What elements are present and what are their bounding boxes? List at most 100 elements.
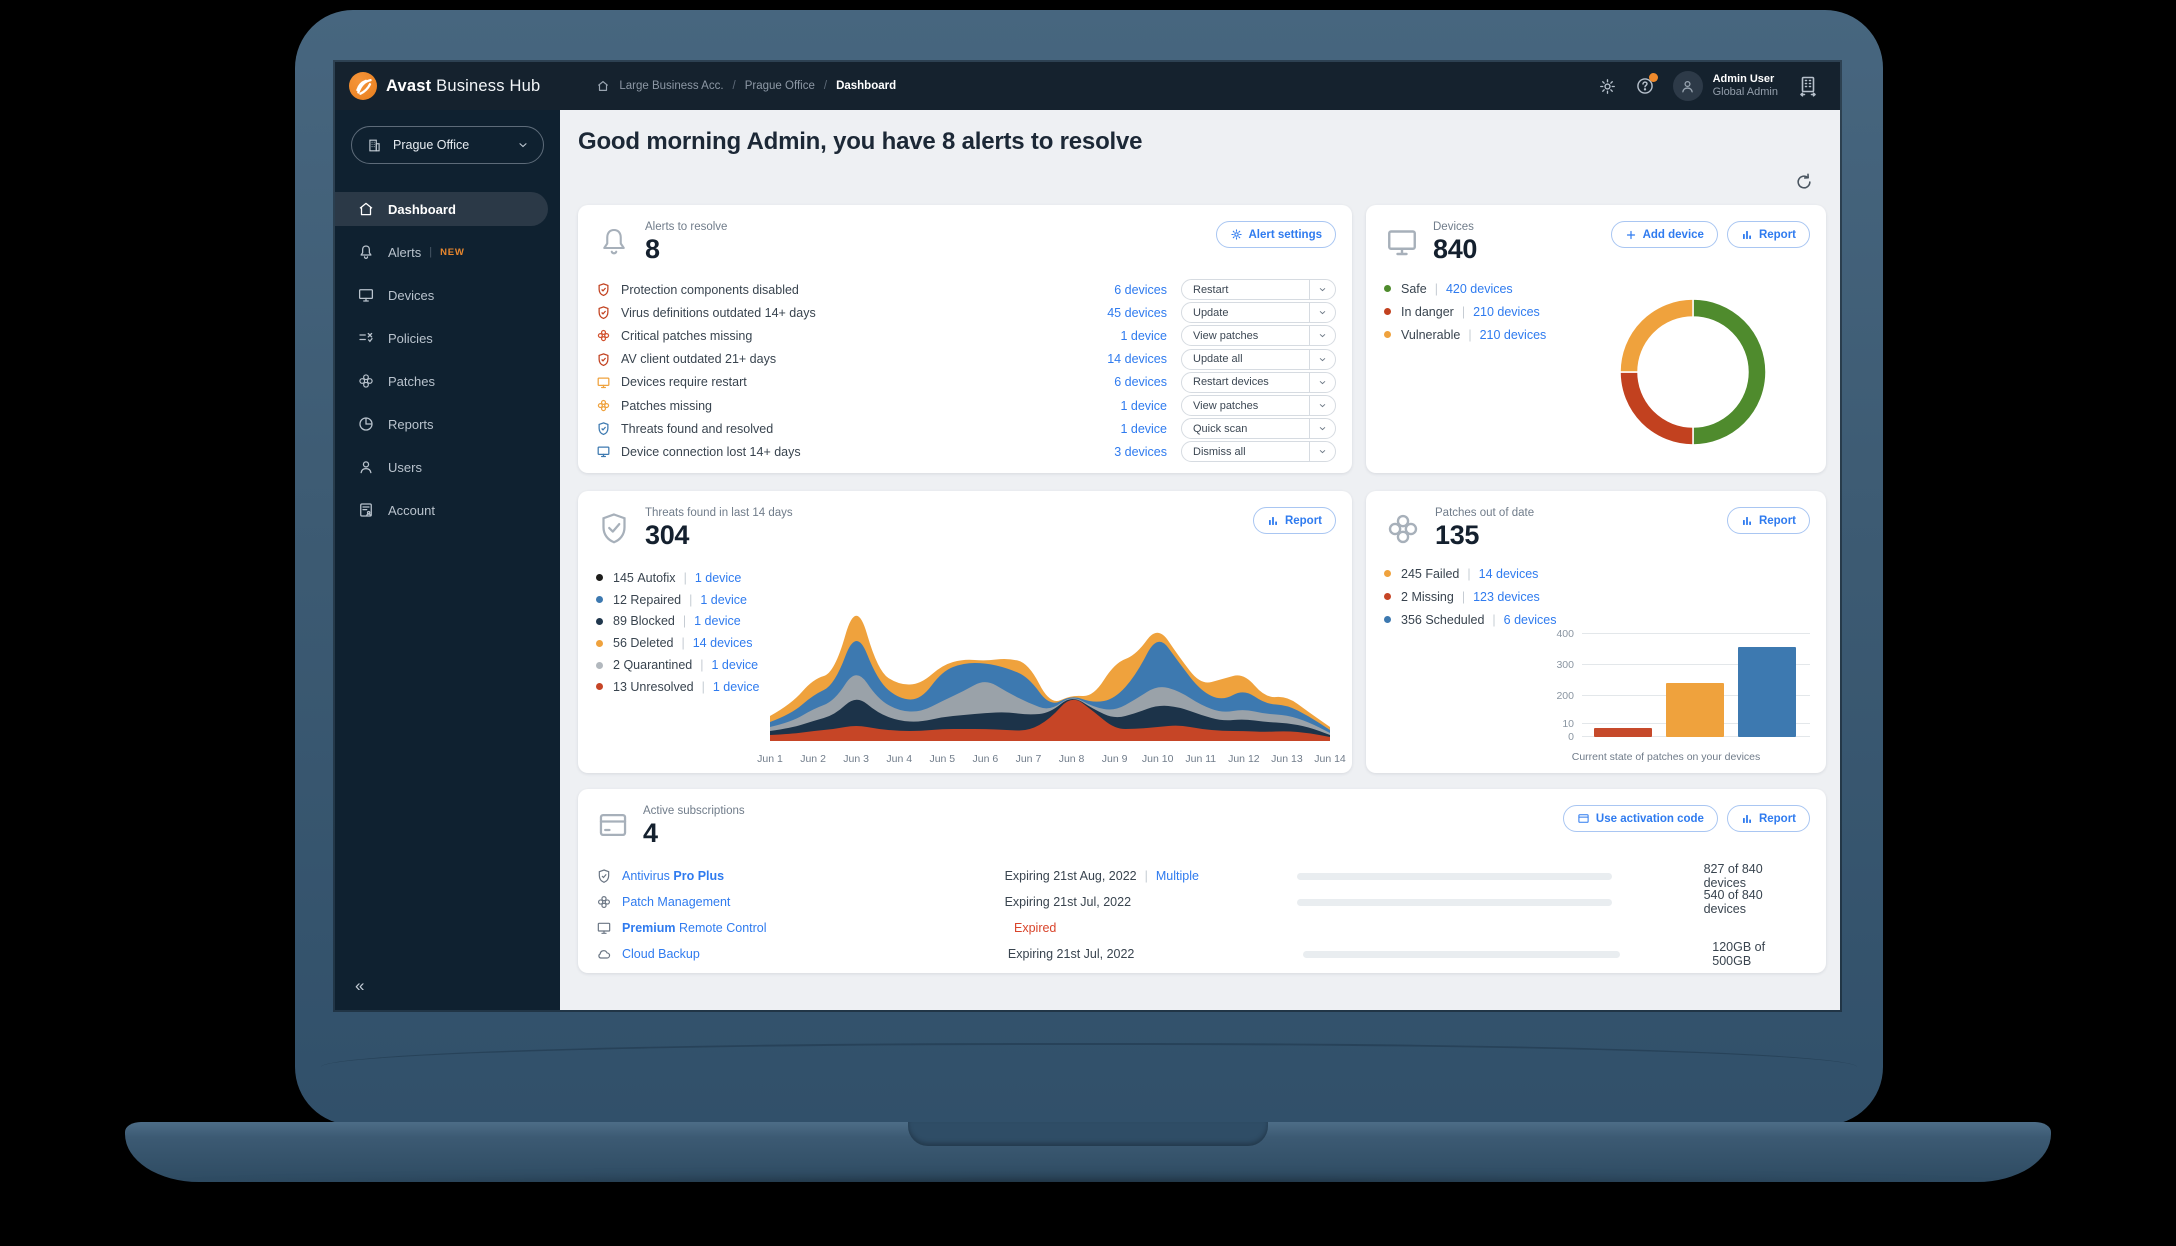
notification-dot: [1648, 73, 1658, 82]
patch-alert-icon: [596, 398, 611, 413]
add-device-button[interactable]: Add device: [1610, 221, 1718, 248]
sidebar-item-devices[interactable]: Devices: [335, 278, 548, 312]
sidebar-item-reports[interactable]: Reports: [335, 407, 548, 441]
patch-icon: [359, 374, 373, 388]
device-count-link[interactable]: 1 device: [1120, 421, 1167, 436]
sidebar-item-patches[interactable]: Patches: [335, 364, 548, 398]
device-count-link[interactable]: 123 devices: [1473, 589, 1540, 604]
monitor-alert-icon: [596, 444, 611, 459]
laptop-bezel: Avast Business Hub Large Business Acc. /…: [295, 10, 1883, 1125]
device-count-link[interactable]: 6 devices: [1114, 282, 1167, 297]
sidebar-item-alerts[interactable]: Alerts | NEW: [335, 235, 548, 269]
subscriptions-card: Active subscriptions 4 Use activation co…: [578, 789, 1826, 973]
device-count-link[interactable]: 1 device: [712, 679, 760, 694]
device-count-link[interactable]: 1 device: [694, 614, 741, 629]
use-activation-code-button[interactable]: Use activation code: [1562, 805, 1718, 832]
alert-settings-button[interactable]: Alert settings: [1215, 221, 1336, 248]
breadcrumb-separator: /: [823, 80, 828, 92]
axis-tick-label: 10: [1562, 718, 1574, 730]
action-dropdown[interactable]: Restart devices: [1181, 371, 1336, 393]
device-count-link[interactable]: 1 device: [1120, 328, 1167, 343]
legend-item: Vulnerable | 210 devices: [1384, 323, 1546, 346]
device-count-link[interactable]: 210 devices: [1479, 327, 1547, 342]
device-count-link[interactable]: 45 devices: [1107, 305, 1167, 320]
device-count-link[interactable]: 14 devices: [1478, 566, 1539, 581]
user-menu[interactable]: Admin User Global Admin: [1672, 71, 1778, 101]
report-button[interactable]: Report: [1252, 507, 1336, 534]
action-dropdown[interactable]: View patches: [1181, 325, 1336, 347]
sidebar-collapse-button[interactable]: «: [355, 976, 365, 995]
bell-icon: [360, 245, 372, 259]
device-count-link[interactable]: 14 devices: [692, 636, 753, 651]
breadcrumb-item[interactable]: Prague Office: [744, 80, 815, 92]
report-button[interactable]: Report: [1726, 221, 1810, 248]
device-count-link[interactable]: 210 devices: [1473, 304, 1540, 319]
subscription-name-link[interactable]: Antivirus Pro Plus: [622, 869, 725, 883]
action-dropdown[interactable]: Dismiss all: [1181, 441, 1336, 463]
card-label: Alerts to resolve: [645, 221, 728, 233]
legend-item: 145 Autofix | 1 device: [596, 567, 759, 589]
subscription-name-link[interactable]: Patch Management: [622, 895, 731, 909]
device-count-link[interactable]: 420 devices: [1445, 281, 1513, 296]
subscription-expired: Expired: [1014, 921, 1057, 935]
device-count-link[interactable]: 3 devices: [1114, 444, 1167, 459]
site-selector[interactable]: Prague Office: [351, 126, 544, 164]
action-dropdown[interactable]: Update all: [1181, 348, 1336, 370]
axis-tick-label: Jun 9: [1101, 753, 1128, 765]
device-count-link[interactable]: 6 devices: [1114, 375, 1167, 390]
breadcrumb-item[interactable]: Large Business Acc.: [619, 80, 724, 92]
subscription-list: Antivirus Pro Plus Expiring 21st Aug, 20…: [596, 862, 1806, 968]
device-count-link[interactable]: 1 device: [1120, 398, 1167, 413]
usage-progress-bar: [1297, 898, 1612, 906]
devices-legend: Safe | 420 devices In danger | 210 devices V…: [1384, 277, 1546, 346]
monitor-icon: [1384, 224, 1420, 265]
device-count-link[interactable]: 1 device: [711, 658, 759, 673]
topbar-actions: Admin User Global Admin: [1598, 71, 1820, 101]
device-count-link[interactable]: 14 devices: [1107, 352, 1167, 367]
subscription-card-icon: [596, 808, 630, 849]
alert-list: Protection components disabled 6 devices…: [596, 278, 1336, 464]
usage-count: 827 of 840 devices: [1703, 862, 1763, 890]
subscription-name-link[interactable]: Cloud Backup: [622, 947, 700, 961]
threats-x-axis: Jun 1 Jun 2 Jun 3 Jun 4 Jun 5 Jun 6 Jun …: [757, 753, 1346, 767]
axis-tick-label: Jun 2: [800, 753, 826, 765]
action-dropdown[interactable]: Quick scan: [1181, 418, 1336, 440]
subscription-name-link[interactable]: Premium Remote Control: [622, 921, 767, 935]
report-button[interactable]: Report: [1726, 805, 1810, 832]
home-icon[interactable]: [596, 79, 610, 93]
laptop-shadow: [90, 1174, 2086, 1208]
sidebar-item-policies[interactable]: Policies: [335, 321, 548, 355]
refresh-icon[interactable]: [1794, 172, 1814, 192]
switch-company-icon[interactable]: [1796, 74, 1820, 98]
settings-gear-icon[interactable]: [1598, 77, 1617, 96]
device-count-link[interactable]: 1 device: [694, 570, 742, 585]
patches-bar-chart: 400 300 200 10 0: [1556, 628, 1810, 743]
alert-row: AV client outdated 21+ days 14 devices U…: [596, 348, 1336, 371]
axis-tick-label: Jun 1: [757, 753, 783, 765]
breadcrumb-item-current: Dashboard: [836, 80, 897, 92]
alert-label: Threats found and resolved: [621, 421, 774, 436]
threats-legend: 145 Autofix | 1 device 12 Repaired | 1 devic…: [596, 567, 759, 698]
action-dropdown[interactable]: Restart: [1181, 279, 1336, 301]
multiple-link[interactable]: Multiple: [1155, 869, 1199, 883]
sidebar-item-dashboard[interactable]: Dashboard: [335, 192, 548, 226]
devices-card: Devices 840 Add device Report Safe | 42: [1366, 205, 1826, 473]
shield-check-icon: [596, 510, 632, 551]
action-dropdown[interactable]: Update: [1181, 302, 1336, 324]
subscription-row: Cloud Backup Expiring 21st Jul, 2022 120…: [596, 940, 1806, 968]
patches-legend: 245 Failed | 14 devices 2 Missing | 123 devi…: [1384, 562, 1556, 631]
alert-row: Protection components disabled 6 devices…: [596, 278, 1336, 301]
shield-alert-icon: [596, 282, 611, 297]
device-count-link[interactable]: 1 device: [700, 592, 747, 607]
device-count-link[interactable]: 6 devices: [1503, 612, 1557, 627]
help-icon[interactable]: [1635, 73, 1658, 96]
bar-chart-icon: [1742, 814, 1751, 823]
sidebar-item-users[interactable]: Users: [335, 450, 548, 484]
action-dropdown[interactable]: View patches: [1181, 395, 1336, 417]
report-button[interactable]: Report: [1726, 507, 1810, 534]
bar-scheduled: [1738, 647, 1796, 737]
legend-item: 2 Missing | 123 devices: [1384, 585, 1556, 608]
breadcrumb: Large Business Acc. / Prague Office / Da…: [596, 79, 896, 93]
sidebar-item-account[interactable]: Account: [335, 493, 548, 527]
